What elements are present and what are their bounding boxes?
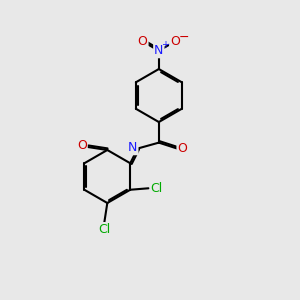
Text: N: N [154, 44, 164, 57]
Text: N: N [128, 141, 137, 154]
Text: Cl: Cl [98, 223, 110, 236]
Text: Cl: Cl [151, 182, 163, 195]
Text: −: − [178, 31, 189, 44]
Text: O: O [138, 35, 148, 48]
Text: O: O [178, 142, 187, 155]
Text: +: + [161, 40, 169, 50]
Text: O: O [170, 35, 180, 48]
Text: O: O [77, 139, 87, 152]
Text: N: N [128, 141, 137, 154]
